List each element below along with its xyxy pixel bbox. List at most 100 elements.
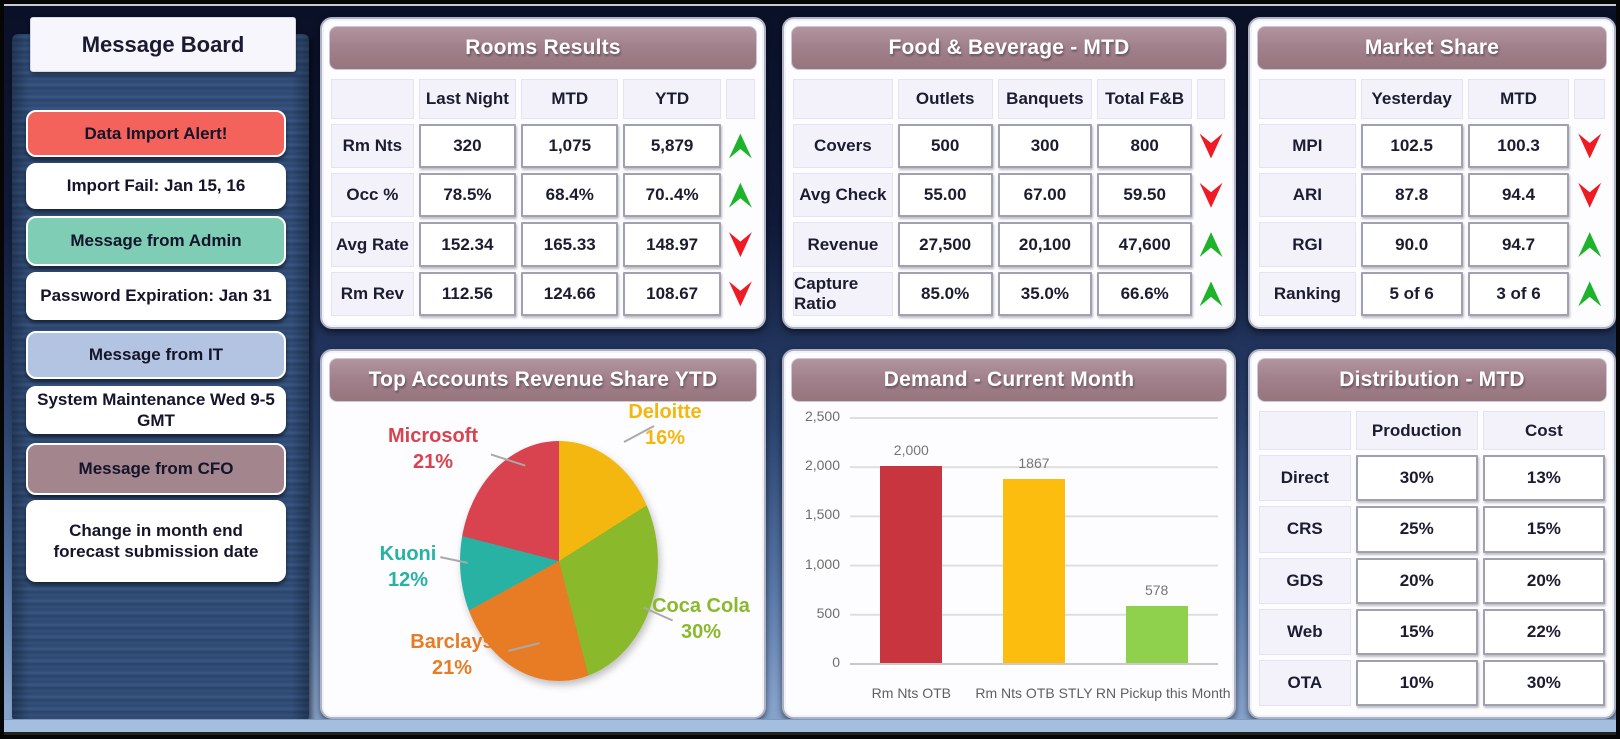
pie-label-pct: 30%	[680, 621, 722, 643]
rooms-results-table: Last Night MTD YTD Rm Nts 320 1,075 5,87…	[329, 77, 757, 318]
trend-down-icon	[728, 281, 752, 307]
bar-rn-pickup: 578	[1125, 582, 1188, 663]
corner-cell	[1574, 79, 1605, 119]
column-header: Last Night	[418, 79, 517, 119]
trend-up-icon	[1578, 232, 1602, 258]
table-cell: 800	[1097, 123, 1193, 169]
pie-label-kuoni: Kuoni 12%	[358, 541, 458, 593]
y-axis-tick: 1,500	[804, 506, 840, 523]
bar-chart-plot: 2,500 2,000 1,500 1,000 500 0 2,000 1867	[805, 408, 1218, 670]
table-cell: 112.56	[418, 271, 517, 316]
rooms-results-panel: Rooms Results Last Night MTD YTD Rm Nts …	[320, 17, 766, 329]
message-forecast-change[interactable]: Change in month end forecast submission …	[26, 500, 286, 582]
row-label: Avg Rate	[331, 222, 414, 267]
table-cell: 5 of 6	[1360, 271, 1463, 316]
y-axis-tick: 2,500	[804, 408, 840, 424]
message-import-fail[interactable]: Import Fail: Jan 15, 16	[26, 163, 286, 209]
trend-cell	[1197, 124, 1225, 168]
market-share-table: Yesterday MTD MPI 102.5 100.3 ARI 87.8 9…	[1257, 77, 1607, 318]
message-from-it[interactable]: Message from IT	[26, 331, 286, 379]
row-label: Web	[1259, 608, 1351, 655]
market-share-header: Market Share	[1257, 26, 1607, 70]
table-cell: 94.4	[1467, 173, 1570, 218]
table-cell: 500	[897, 123, 993, 169]
top-accounts-panel: Top Accounts Revenue Share YTD Microsoft…	[320, 349, 766, 719]
y-axis-tick: 500	[816, 604, 840, 621]
table-cell: 78.5%	[418, 173, 517, 218]
corner-cell	[793, 79, 893, 119]
table-cell: 87.8	[1360, 173, 1463, 218]
message-data-import-alert[interactable]: Data Import Alert!	[26, 110, 286, 157]
column-header: MTD	[521, 79, 619, 119]
table-cell: 100.3	[1467, 123, 1570, 169]
corner-cell	[1197, 79, 1225, 119]
table-cell: 1,075	[521, 123, 619, 169]
bar-value-label: 578	[1144, 582, 1169, 599]
y-axis-tick: 0	[832, 654, 840, 670]
table-cell: 47,600	[1097, 222, 1193, 267]
pie-label-name: Microsoft	[388, 425, 478, 447]
row-label: Direct	[1259, 455, 1351, 502]
column-header: Production	[1355, 411, 1478, 451]
table-cell: 90.0	[1360, 222, 1463, 267]
trend-cell	[1574, 124, 1605, 168]
trend-cell	[726, 124, 755, 168]
message-from-cfo[interactable]: Message from CFO	[26, 443, 286, 495]
table-cell: 15%	[1482, 506, 1605, 553]
row-label: Capture Ratio	[793, 271, 893, 316]
table-cell: 59.50	[1097, 173, 1193, 218]
trend-cell	[1574, 272, 1605, 316]
trend-down-icon	[1199, 182, 1223, 208]
row-label: ARI	[1259, 173, 1356, 218]
table-cell: 70..4%	[623, 173, 721, 218]
distribution-panel: Distribution - MTD Production Cost Direc…	[1248, 349, 1616, 719]
table-cell: 85.0%	[897, 271, 993, 316]
column-header: Outlets	[897, 79, 993, 119]
trend-cell	[1197, 222, 1225, 266]
pie-label-pct: 12%	[387, 569, 429, 591]
table-cell: 10%	[1355, 659, 1478, 706]
row-label: Revenue	[793, 222, 893, 267]
bottom-strip	[4, 719, 1616, 735]
column-header: Cost	[1482, 411, 1605, 451]
table-cell: 13%	[1482, 455, 1605, 502]
table-cell: 148.97	[623, 222, 721, 267]
pie-label-microsoft: Microsoft 21%	[368, 423, 498, 475]
pie-label-name: Barclays	[410, 631, 494, 653]
pie-label-pct: 16%	[644, 427, 686, 449]
trend-up-icon	[1199, 281, 1223, 307]
distribution-header: Distribution - MTD	[1257, 358, 1607, 402]
message-from-admin[interactable]: Message from Admin	[26, 216, 286, 266]
bar-slot: 578	[1101, 417, 1211, 663]
message-system-maintenance[interactable]: System Maintenance Wed 9-5 GMT	[26, 386, 286, 434]
table-cell: 3 of 6	[1467, 271, 1570, 316]
table-cell: 108.67	[623, 271, 721, 316]
pie-label-deloitte: Deloitte 16%	[610, 399, 720, 451]
trend-down-icon	[1199, 133, 1223, 159]
market-share-panel: Market Share Yesterday MTD MPI 102.5 100…	[1248, 17, 1616, 329]
column-header: Yesterday	[1360, 79, 1463, 119]
table-cell: 30%	[1355, 455, 1478, 502]
top-highlight-line	[4, 4, 1616, 6]
bar-rm-nts-otb: 2,000	[880, 442, 943, 663]
row-label: Avg Check	[793, 173, 893, 218]
pie-chart	[460, 441, 658, 681]
distribution-table: Production Cost Direct 30% 13% CRS 25% 1…	[1257, 409, 1607, 708]
row-label: Covers	[793, 123, 893, 169]
y-axis-tick: 2,000	[804, 457, 840, 474]
bar-slot: 2,000	[856, 417, 966, 663]
message-password-expiration[interactable]: Password Expiration: Jan 31	[26, 272, 286, 320]
trend-up-icon	[1199, 232, 1223, 258]
row-label: Rm Nts	[331, 123, 414, 169]
table-cell: 152.34	[418, 222, 517, 267]
column-header: YTD	[623, 79, 721, 119]
row-label: GDS	[1259, 557, 1351, 604]
row-label: Rm Rev	[331, 271, 414, 316]
demand-panel: Demand - Current Month 2,500 2,000 1,500…	[782, 349, 1236, 719]
trend-cell	[726, 173, 755, 217]
table-cell: 30%	[1482, 659, 1605, 706]
trend-cell	[1197, 272, 1225, 316]
bar-slot: 1867	[979, 417, 1089, 663]
table-cell: 25%	[1355, 506, 1478, 553]
